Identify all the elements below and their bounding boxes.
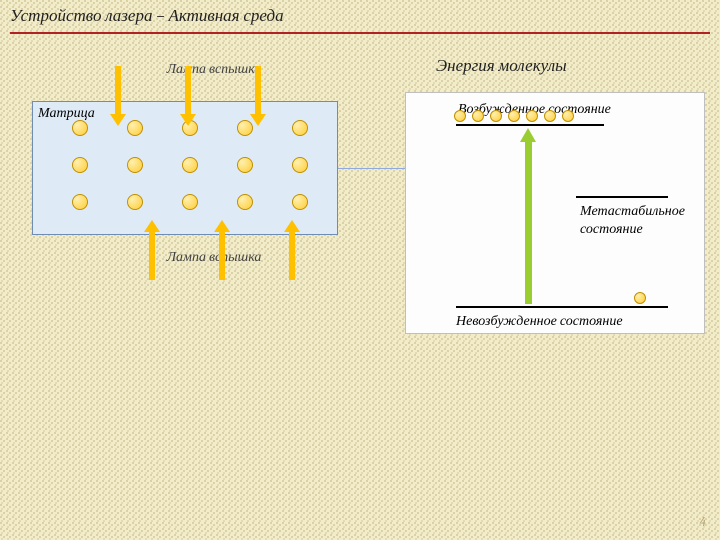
atom	[237, 157, 253, 173]
atom	[292, 194, 308, 210]
atom	[72, 157, 88, 173]
flash-lamp-bottom-label: Лампа вспышка	[167, 248, 262, 265]
page-number: 4	[700, 515, 706, 530]
atom	[182, 157, 198, 173]
atom	[544, 110, 556, 122]
label-ground: Невозбужденное состояние	[456, 312, 623, 330]
atom	[490, 110, 502, 122]
level-excited	[456, 124, 604, 126]
atom	[634, 292, 646, 304]
atom	[454, 110, 466, 122]
atom	[526, 110, 538, 122]
atom	[182, 194, 198, 210]
atom	[562, 110, 574, 122]
flash-lamp-top-label: Лампа вспышка	[167, 60, 262, 77]
atom	[508, 110, 520, 122]
level-ground	[456, 306, 668, 308]
atom	[292, 120, 308, 136]
atom	[72, 120, 88, 136]
matrix-label: Матрица	[38, 104, 95, 122]
slide-root: Устройство лазера – Активная среда Лампа…	[0, 0, 720, 540]
energy-title: Энергия молекулы	[436, 56, 567, 76]
atom	[127, 157, 143, 173]
atom	[127, 120, 143, 136]
atom	[292, 157, 308, 173]
atom	[127, 194, 143, 210]
slide-title: Устройство лазера – Активная среда	[10, 6, 284, 26]
flash-lamp-top: Лампа вспышка	[108, 58, 320, 82]
atom	[72, 194, 88, 210]
level-metastable	[576, 196, 668, 198]
title-rule	[10, 32, 710, 34]
atom	[237, 194, 253, 210]
atom	[472, 110, 484, 122]
label-metastable: Метастабильное состояние	[580, 202, 700, 238]
